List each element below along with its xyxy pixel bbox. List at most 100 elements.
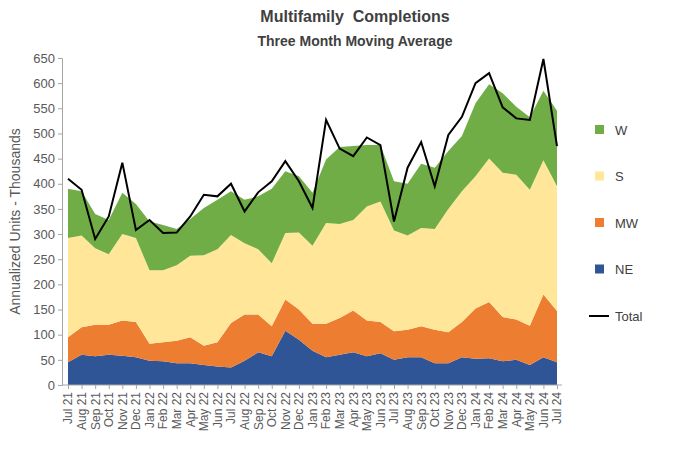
- x-tick: Nov 22: [279, 385, 293, 430]
- x-tick-mark: [95, 385, 96, 389]
- y-tick-mark: [58, 284, 62, 285]
- legend-entry: W: [595, 123, 628, 138]
- legend-label: Total: [615, 309, 643, 324]
- x-tick-label: Oct 22: [265, 392, 279, 428]
- x-tick: May 22: [197, 385, 211, 431]
- area-w: [68, 84, 557, 270]
- x-tick-label: Jun 24: [537, 392, 551, 428]
- x-tick-label: Jul 21: [61, 392, 75, 424]
- x-tick: May 24: [523, 385, 537, 431]
- y-tick-label: 150: [33, 302, 55, 317]
- y-tick-label: 0: [48, 378, 55, 393]
- x-tick-mark: [231, 385, 232, 389]
- x-tick: Jun 24: [537, 385, 551, 428]
- line-total: [68, 59, 557, 239]
- x-tick: Jan 23: [306, 385, 320, 428]
- x-tick-label: Jul 23: [387, 392, 401, 424]
- legend-entry: NE: [595, 262, 633, 277]
- x-tick-mark: [326, 385, 327, 389]
- x-tick: Dec 21: [129, 385, 143, 430]
- x-tick-mark: [285, 385, 286, 389]
- x-tick: Jun 22: [211, 385, 225, 428]
- y-tick-mark: [58, 259, 62, 260]
- x-tick-label: Nov 23: [442, 392, 456, 430]
- x-tick-mark: [190, 385, 191, 389]
- y-tick-label: 200: [33, 277, 55, 292]
- x-tick-mark: [408, 385, 409, 389]
- x-tick-label: Feb 23: [319, 392, 333, 430]
- x-tick: Apr 22: [184, 385, 198, 427]
- y-tick: 150: [33, 302, 62, 317]
- x-tick-mark: [421, 385, 422, 389]
- y-tick: 100: [33, 327, 62, 342]
- chart-subtitle: Three Month Moving Average: [258, 33, 453, 49]
- y-tick-mark: [58, 184, 62, 185]
- x-tick-mark: [557, 385, 558, 389]
- y-tick: 600: [33, 76, 62, 91]
- x-tick-mark: [503, 385, 504, 389]
- y-tick-label: 600: [33, 76, 55, 91]
- x-tick: Feb 24: [482, 385, 496, 429]
- legend-entry: S: [595, 169, 624, 184]
- x-tick-mark: [122, 385, 123, 389]
- x-tick: Oct 21: [102, 385, 116, 427]
- x-tick: Aug 22: [238, 385, 252, 430]
- y-tick-mark: [58, 209, 62, 210]
- x-tick-mark: [448, 385, 449, 389]
- x-tick-label: May 22: [197, 392, 211, 432]
- x-tick-mark: [299, 385, 300, 389]
- x-tick-label: Apr 22: [184, 392, 198, 428]
- y-tick: 650: [33, 51, 62, 66]
- x-tick-label: Jul 24: [550, 392, 564, 424]
- x-tick-mark: [367, 385, 368, 389]
- x-tick-mark: [380, 385, 381, 389]
- x-tick-label: Dec 22: [292, 392, 306, 430]
- x-tick-mark: [543, 385, 544, 389]
- x-tick: Nov 23: [442, 385, 456, 430]
- x-tick-mark: [516, 385, 517, 389]
- x-tick-label: Jan 24: [469, 392, 483, 428]
- x-axis-line: [62, 385, 562, 386]
- legend-swatch: [589, 315, 609, 317]
- x-tick-mark: [313, 385, 314, 389]
- x-tick-mark: [177, 385, 178, 389]
- x-tick-label: Dec 21: [129, 392, 143, 430]
- y-tick-label: 450: [33, 151, 55, 166]
- x-tick-mark: [435, 385, 436, 389]
- x-tick: Dec 23: [455, 385, 469, 430]
- x-tick-label: Oct 21: [102, 392, 116, 428]
- x-tick: Mar 24: [496, 385, 510, 429]
- plot-area: [68, 59, 557, 385]
- x-tick: May 23: [360, 385, 374, 431]
- x-tick: Sep 21: [89, 385, 103, 430]
- y-tick-mark: [58, 234, 62, 235]
- x-tick-mark: [462, 385, 463, 389]
- y-tick: 350: [33, 202, 62, 217]
- x-tick: Jan 22: [143, 385, 157, 428]
- x-tick-mark: [272, 385, 273, 389]
- x-tick-label: Jun 23: [374, 392, 388, 428]
- x-tick-label: Sep 21: [89, 392, 103, 430]
- y-tick: 50: [41, 353, 62, 368]
- legend-label: S: [615, 169, 624, 184]
- y-tick-label: 300: [33, 227, 55, 242]
- y-tick: 200: [33, 277, 62, 292]
- x-tick-label: Apr 23: [347, 392, 361, 428]
- x-tick-label: Jun 22: [211, 392, 225, 428]
- x-tick-mark: [476, 385, 477, 389]
- x-tick-label: Nov 22: [279, 392, 293, 430]
- x-axis: Jul 21Aug 21Sep 21Oct 21Nov 21Dec 21Jan …: [61, 385, 564, 431]
- x-tick-mark: [82, 385, 83, 389]
- x-tick-label: Aug 23: [401, 392, 415, 430]
- y-tick-label: 400: [33, 176, 55, 191]
- x-tick: Aug 21: [75, 385, 89, 430]
- x-tick: Dec 22: [292, 385, 306, 430]
- y-tick-mark: [58, 83, 62, 84]
- y-tick-mark: [58, 133, 62, 134]
- y-tick-mark: [58, 159, 62, 160]
- x-tick: Sep 22: [252, 385, 266, 430]
- y-tick: 0: [48, 378, 62, 393]
- y-tick-label: 650: [33, 51, 55, 66]
- x-tick: Sep 23: [415, 385, 429, 430]
- chart-svg: Multifamily CompletionsThree Month Movin…: [0, 0, 696, 450]
